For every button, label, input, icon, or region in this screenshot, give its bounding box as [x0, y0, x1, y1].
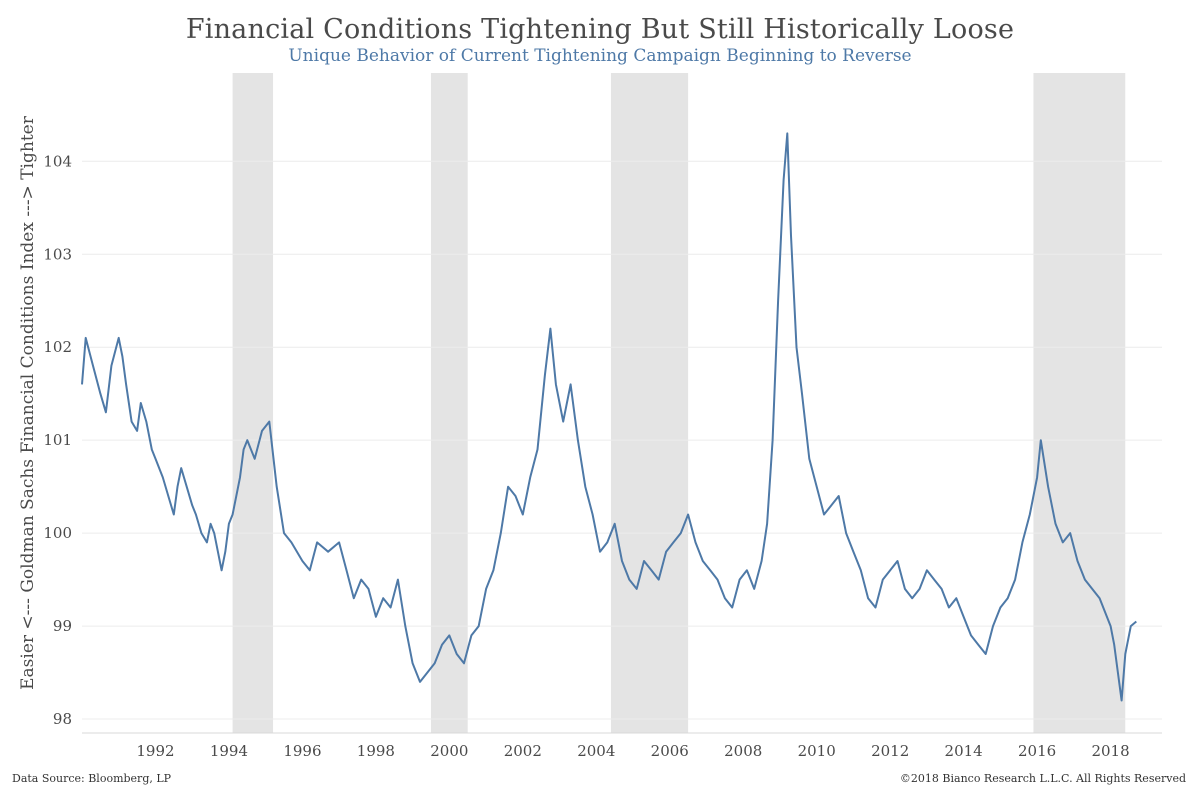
- x-tick-label-2010: 2010: [798, 742, 836, 760]
- series-line-0: [81, 132, 1137, 702]
- y-tick-label-101: 101: [43, 431, 72, 449]
- x-tick-label-1994: 1994: [210, 742, 248, 760]
- x-tick-label-2004: 2004: [577, 742, 615, 760]
- x-tick-label-2018: 2018: [1091, 742, 1129, 760]
- x-tick-label-2006: 2006: [651, 742, 689, 760]
- y-tick-label-104: 104: [43, 152, 72, 170]
- y-tick-label-98: 98: [53, 710, 72, 728]
- shaded-period-1: [430, 73, 468, 733]
- x-tick-label-1996: 1996: [283, 742, 321, 760]
- data-source: Data Source: Bloomberg, LP: [12, 772, 172, 785]
- y-axis-label: Easier <--- Goldman Sachs Financial Cond…: [18, 116, 38, 690]
- x-tick-label-1998: 1998: [357, 742, 395, 760]
- x-tick-label-2012: 2012: [871, 742, 909, 760]
- y-tick-label-99: 99: [53, 617, 72, 635]
- x-tick-label-2002: 2002: [504, 742, 542, 760]
- copyright: ©2018 Bianco Research L.L.C. All Rights …: [899, 772, 1186, 785]
- chart-title: Financial Conditions Tightening But Stil…: [185, 14, 1015, 45]
- y-tick-label-103: 103: [43, 245, 72, 263]
- x-tick-label-1992: 1992: [136, 742, 174, 760]
- shaded-period-2: [610, 73, 689, 733]
- x-tick-label-2016: 2016: [1018, 742, 1056, 760]
- y-tick-label-100: 100: [43, 524, 72, 542]
- x-tick-label-2000: 2000: [430, 742, 468, 760]
- y-tick-label-102: 102: [43, 338, 72, 356]
- x-tick-label-2008: 2008: [724, 742, 762, 760]
- chart-subtitle: Unique Behavior of Current Tightening Ca…: [288, 46, 912, 66]
- x-tick-label-2014: 2014: [945, 742, 983, 760]
- shaded-period-0: [232, 73, 274, 733]
